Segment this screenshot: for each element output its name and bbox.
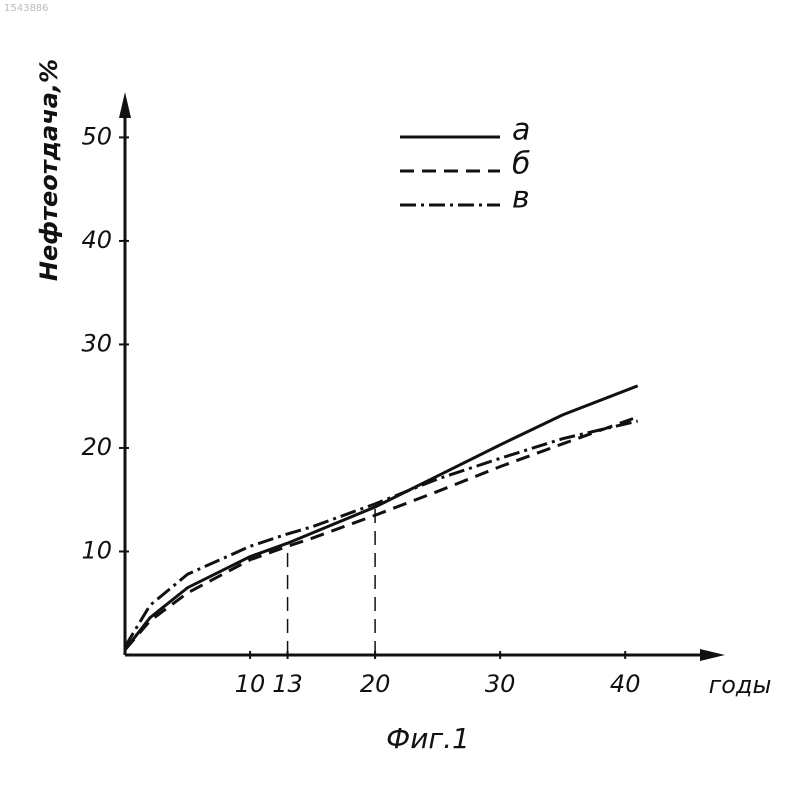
y-tick-label: 10 (81, 536, 112, 564)
y-tick-label: 40 (81, 226, 112, 254)
y-arrow (119, 92, 131, 118)
x-tick-label: 30 (485, 670, 516, 698)
x-tick-label: 13 (272, 670, 303, 698)
chart-title: Фиг.1 (386, 722, 470, 755)
legend-label: б (512, 147, 531, 182)
y-tick-label: 50 (81, 122, 112, 150)
x-tick-label: 40 (610, 670, 641, 698)
y-tick-label: 20 (81, 433, 112, 461)
chart: 1543886 Фиг.1 годы Нефтеотдача,% 10 20 30 4… (0, 0, 800, 787)
x-arrow (700, 649, 725, 661)
legend-label: в (512, 181, 530, 216)
y-tick-label: 30 (81, 329, 112, 357)
legend-label: а (512, 113, 530, 148)
x-tick-label: 10 (235, 670, 266, 698)
x-tick-label: 20 (360, 670, 391, 698)
corner-text: 1543886 (4, 3, 49, 14)
y-axis-label: Нефтеотдача,% (35, 59, 63, 281)
x-axis-label: годы (709, 671, 772, 699)
line-series (125, 421, 638, 647)
line-series (125, 417, 638, 650)
line-series (125, 386, 638, 650)
